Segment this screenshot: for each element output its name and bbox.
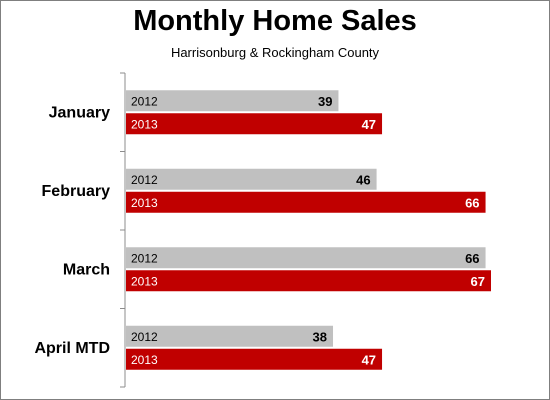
bar-2013: [126, 270, 491, 292]
bar-2013: [126, 191, 486, 213]
value-label: 66: [465, 251, 479, 266]
value-label: 39: [318, 94, 332, 109]
series-label: 2012: [131, 330, 158, 344]
bar-2012: [126, 90, 339, 112]
value-label: 67: [471, 274, 485, 289]
value-label: 66: [465, 195, 479, 210]
series-label: 2013: [131, 353, 158, 367]
bar-2012: [126, 325, 334, 347]
bar-2012: [126, 168, 377, 190]
series-label: 2013: [131, 196, 158, 210]
bar-2012: [126, 247, 486, 269]
bar-2013: [126, 113, 383, 135]
value-label: 46: [356, 172, 370, 187]
series-label: 2012: [131, 94, 158, 108]
category-label: February: [42, 183, 111, 200]
value-label: 47: [362, 117, 376, 132]
bar-2013: [126, 348, 383, 370]
category-label: April MTD: [34, 340, 110, 357]
category-label: March: [63, 261, 110, 278]
series-label: 2013: [131, 274, 158, 288]
series-label: 2013: [131, 117, 158, 131]
value-label: 47: [362, 352, 376, 367]
value-label: 38: [313, 329, 327, 344]
chart-subtitle: Harrisonburg & Rockingham County: [170, 45, 380, 60]
series-label: 2012: [131, 251, 158, 265]
chart-title: Monthly Home Sales: [133, 5, 417, 37]
series-label: 2012: [131, 173, 158, 187]
category-label: January: [49, 104, 110, 121]
